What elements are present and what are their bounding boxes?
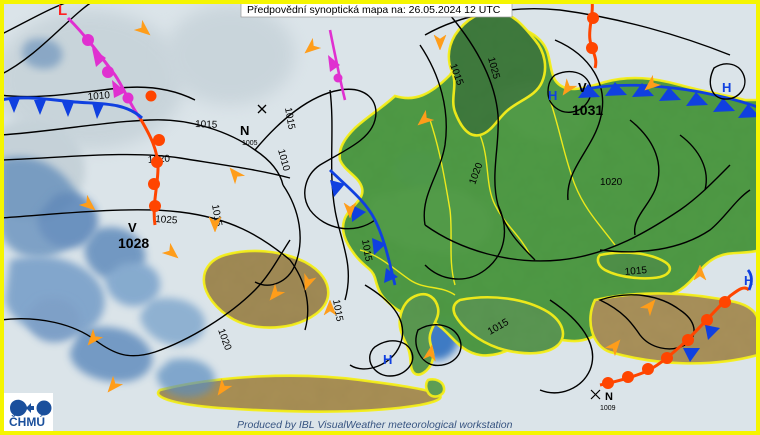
svg-text:V: V [578, 80, 587, 95]
svg-text:1010: 1010 [87, 90, 111, 103]
svg-text:1020: 1020 [600, 177, 623, 188]
svg-text:L: L [58, 2, 67, 19]
svg-text:1009: 1009 [600, 405, 616, 412]
svg-text:ČHMÚ: ČHMÚ [9, 414, 45, 429]
svg-text:Produced by IBL VisualWeather: Produced by IBL VisualWeather meteorolog… [237, 419, 513, 431]
svg-text:H: H [383, 352, 392, 367]
svg-text:H: H [744, 273, 753, 288]
svg-text:N: N [605, 391, 613, 403]
svg-text:Předpovědní synoptická mapa na: Předpovědní synoptická mapa na: 26.05.20… [247, 4, 501, 16]
svg-text:H: H [548, 88, 557, 103]
svg-text:1025: 1025 [155, 214, 178, 227]
svg-text:1015: 1015 [624, 265, 648, 278]
svg-text:1028: 1028 [118, 235, 149, 251]
svg-text:N: N [240, 123, 249, 138]
svg-text:1031: 1031 [572, 102, 603, 118]
svg-text:1015: 1015 [195, 119, 218, 131]
svg-text:1005: 1005 [242, 140, 258, 147]
svg-text:H: H [722, 80, 731, 95]
svg-text:V: V [128, 220, 137, 235]
